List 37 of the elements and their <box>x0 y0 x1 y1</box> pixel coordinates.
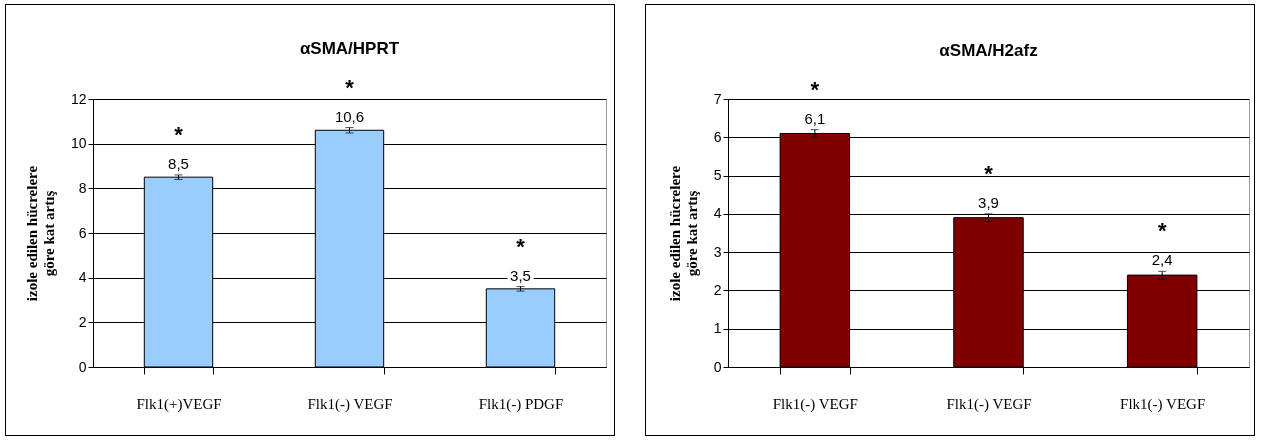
annotation: * <box>984 160 994 186</box>
y-axis-title: izole edilen hücrelere göre kat artış <box>23 165 57 302</box>
data-label: 3,9 <box>978 193 999 211</box>
data-label: 6,1 <box>804 109 826 127</box>
data-label: 2,4 <box>1151 251 1173 269</box>
x-tick-label: Flk1(-) VEGF <box>946 395 1032 413</box>
data-label: 8,5 <box>168 154 189 172</box>
y-tick-label: 4 <box>78 269 87 286</box>
y-tick-label: 2 <box>713 281 722 298</box>
y-tick-label: 6 <box>78 224 87 241</box>
annotation: * <box>174 121 184 147</box>
x-tick-label: Flk1(-) VEGF <box>772 395 858 413</box>
y-tick-label: 12 <box>70 90 87 107</box>
data-label: 3,5 <box>510 266 531 284</box>
y-tick-label: 10 <box>70 135 87 152</box>
y-tick-label: 3 <box>713 243 722 260</box>
x-tick-label: Flk1(-) PDGF <box>478 395 564 413</box>
y-tick-label: 1 <box>713 320 722 337</box>
y-tick-label: 5 <box>713 167 722 184</box>
annotation: * <box>810 76 820 102</box>
y-tick-label: 6 <box>713 128 722 145</box>
y-tick-label: 7 <box>713 90 722 107</box>
y-tick-label: 8 <box>78 179 87 196</box>
annotation: * <box>516 233 526 259</box>
data-label: 10,6 <box>334 107 365 125</box>
y-tick-label: 2 <box>78 313 87 330</box>
x-tick-label: Flk1(-) VEGF <box>1120 395 1206 413</box>
x-tick-label: Flk1(+)VEGF <box>136 395 222 413</box>
annotation: * <box>345 74 355 100</box>
chart-title: αSMA/H2afz <box>939 40 1038 60</box>
y-tick-label: 0 <box>713 358 722 375</box>
x-tick-label: Flk1(-) VEGF <box>307 395 393 413</box>
y-axis-title: izole edilen hücrelere göre kat artış <box>666 165 700 302</box>
y-tick-label: 0 <box>78 358 87 375</box>
annotation: * <box>1157 218 1167 244</box>
chart-title: αSMA/HPRT <box>299 38 400 58</box>
y-tick-label: 4 <box>713 205 722 222</box>
